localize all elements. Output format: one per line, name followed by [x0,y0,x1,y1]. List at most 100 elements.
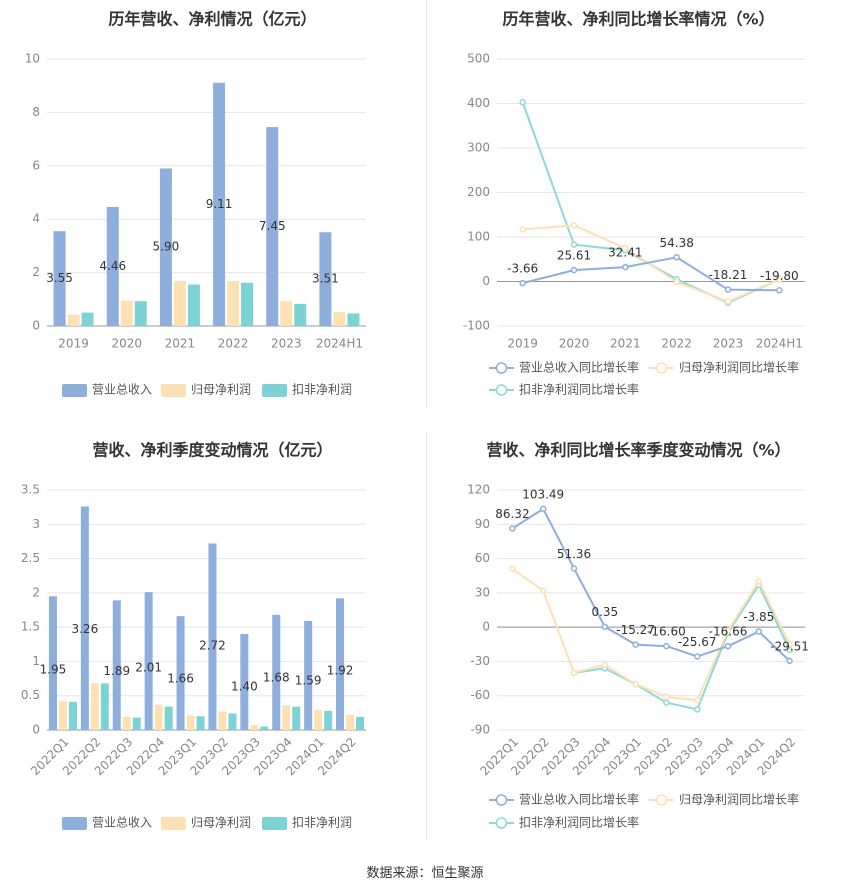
data-label: -15.27 [616,623,655,637]
series-point-0 [570,266,578,274]
bar-net-profit [120,300,133,326]
data-label: 2.01 [135,660,162,674]
x-tick-label: 2021 [610,337,641,351]
bar-net-profit [333,312,346,326]
bar-net-profit [58,701,67,730]
data-label: 3.51 [312,272,339,286]
y-tick-label: 2.5 [21,551,40,565]
series-point-1 [663,693,670,701]
series-point-0 [776,287,783,294]
series-point-0 [539,505,547,513]
legend-swatch[interactable] [161,384,186,397]
data-label: -18.21 [709,268,748,282]
bar-net-profit [280,301,293,326]
series-point-0 [632,641,639,648]
chart-title: 营收、净利季度变动情况（亿元） [92,441,332,460]
y-tick-label: 3 [32,517,40,531]
legend-swatch[interactable] [161,817,186,830]
bar-revenue [176,616,185,730]
legend-swatch[interactable] [262,384,287,397]
x-tick-label: 2020 [111,337,142,351]
annual-revenue-profit-chart: 历年营收、净利情况（亿元） 0 2 4 6 8 10 2019 2020 2021 2022 2023… [0,0,425,430]
bar-revenue [53,231,66,326]
series-line-0 [522,256,780,292]
bar-revenue [144,592,153,730]
chart-svg: 营收、净利季度变动情况（亿元）00.511.522.533.52022Q1202… [21,441,366,830]
data-label: 86.32 [495,507,529,521]
legend-swatch[interactable] [62,384,87,397]
legend-label: 营业总收入同比增长率 [519,360,639,375]
series-point-1 [693,697,701,704]
x-tick-label: 2024H1 [316,337,363,351]
y-tick-label: 100 [467,230,490,244]
data-label: 1.92 [327,663,354,677]
vertical-divider-bottom [426,432,427,840]
series-point-1 [601,661,609,669]
bar-revenue [159,168,172,326]
data-label: -29.51 [770,639,809,653]
data-label: 1.40 [231,679,258,693]
series-line-0 [511,507,791,662]
series-point-0 [755,628,763,635]
y-tick-label: 0 [32,319,40,333]
bar-net-profit [154,704,163,730]
legend-marker[interactable] [495,362,508,374]
series-point-1 [539,587,547,594]
data-label: 1.89 [103,664,130,678]
y-tick-label: -60 [470,688,490,702]
chart-svg: 历年营收、净利情况（亿元） 0 2 4 6 8 10 2019 2020 2021 2022 2023… [25,10,366,397]
series-point-1 [776,276,783,283]
data-label: 3.55 [46,271,73,285]
legend-swatch[interactable] [62,817,87,830]
legend-marker[interactable] [495,794,508,806]
y-tick-label: 300 [467,141,490,155]
data-label: -19.80 [760,269,799,283]
series-point-0 [724,642,732,650]
y-tick-label: 0 [482,620,490,634]
series-point-1 [673,278,680,286]
bar-net-profit [90,683,99,730]
bar-revenue [240,634,249,730]
data-label: 4.46 [99,259,126,273]
y-tick-label: 8 [32,105,40,119]
x-tick-label: 2020 [559,337,590,351]
legend-swatch[interactable] [262,817,287,830]
series-point-1 [724,627,732,634]
legend-label: 归母净利润 [191,816,251,830]
bar-revenue [266,127,279,327]
y-tick-label: 30 [475,585,490,599]
bar-deducted-net-profit [100,683,109,730]
series-point-0 [673,254,680,261]
series-point-2 [570,241,578,248]
series-point-1 [786,641,793,648]
bar-net-profit [173,281,186,326]
y-tick-label: 6 [32,158,40,172]
bar-deducted-net-profit [292,706,301,730]
bar-net-profit [314,710,323,730]
legend-marker[interactable] [655,362,668,374]
bar-net-profit [186,715,195,730]
y-tick-label: 1.5 [21,620,40,634]
y-tick-label: 0.5 [21,688,40,702]
bar-net-profit [250,725,259,730]
legend-label: 归母净利润 [191,383,251,397]
legend-marker[interactable] [655,794,668,806]
bar-net-profit [122,716,131,730]
quarterly-growth-rate-chart: 营收、净利同比增长率季度变动情况（%） -90 -60 -30 0 30 60 90 120 20… [427,430,850,855]
y-tick-label: 500 [467,52,490,66]
legend-marker[interactable] [495,384,508,396]
bar-deducted-net-profit [228,713,237,730]
data-label: 3.26 [71,622,98,636]
legend-marker[interactable] [495,817,508,829]
chart-svg: 营收、净利同比增长率季度变动情况（%）-90-60-30030609012020… [467,441,809,830]
bar-deducted-net-profit [241,282,254,326]
series-line-1 [511,568,791,702]
bar-revenue [112,600,121,730]
quarterly-revenue-profit-chart: 营收、净利季度变动情况（亿元） 0 0.5 1 1.5 2 2.5 3 3.5 2022Q1 202… [0,430,425,855]
data-label: 1.66 [167,671,194,685]
data-source-note: 数据来源：恒生聚源 [366,866,484,881]
series-point-0 [786,657,793,665]
x-tick-label: 2019 [58,337,89,351]
data-label: 9.11 [206,197,233,211]
legend-label: 营业总收入同比增长率 [519,792,639,807]
